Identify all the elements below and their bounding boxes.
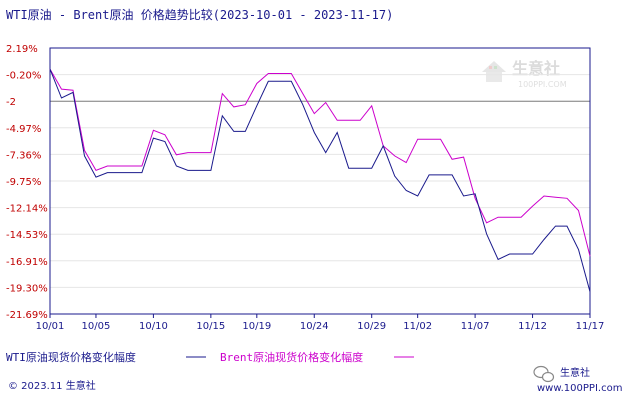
x-tick-label: 10/19 bbox=[242, 321, 271, 332]
x-tick-label: 11/12 bbox=[518, 321, 547, 332]
watermark: 生意社 100PPI.COM bbox=[482, 59, 567, 89]
y-tick-label: -19.30% bbox=[6, 283, 48, 294]
y-tick-label: -21.69% bbox=[6, 310, 48, 321]
y-tick-label: -0.20% bbox=[6, 71, 41, 82]
legend: WTI原油现货价格变化幅度 Brent原油现货价格变化幅度 bbox=[6, 350, 414, 364]
plot-frame bbox=[49, 47, 591, 315]
series-line-wti bbox=[49, 68, 591, 292]
y-tick-label: -14.53% bbox=[6, 230, 48, 241]
footer-copyright: © 2023.11 生意社 bbox=[8, 379, 96, 392]
grid bbox=[50, 47, 590, 315]
x-tick-label: 10/05 bbox=[82, 321, 111, 332]
y-tick-label: -2 bbox=[6, 97, 16, 108]
footer: © 2023.11 生意社 生意社 www.100PPI.com bbox=[8, 365, 622, 394]
legend-label-wti: WTI原油现货价格变化幅度 bbox=[6, 350, 136, 364]
series-line-brent bbox=[49, 68, 591, 257]
chart-title: WTI原油 - Brent原油 价格趋势比较(2023-10-01 - 2023… bbox=[6, 7, 393, 22]
x-tick-label: 11/17 bbox=[576, 321, 605, 332]
x-tick-label: 10/24 bbox=[300, 321, 329, 332]
y-tick-label: -7.36% bbox=[6, 150, 41, 161]
watermark-url: 100PPI.COM bbox=[518, 80, 567, 89]
x-axis-ticks: 10/01 10/05 10/10 10/15 10/19 10/24 10/29 11/02… bbox=[36, 314, 605, 332]
legend-label-brent: Brent原油现货价格变化幅度 bbox=[220, 350, 363, 364]
x-tick-label: 10/10 bbox=[139, 321, 168, 332]
y-tick-label: -4.97% bbox=[6, 124, 41, 135]
x-tick-label: 10/01 bbox=[36, 321, 65, 332]
x-tick-label: 10/29 bbox=[357, 321, 386, 332]
y-axis-ticks: 2.19% -0.20% -2 -4.97% -7.36% -9.75% -12.14% -1… bbox=[6, 44, 48, 321]
footer-brand: 生意社 bbox=[560, 366, 590, 379]
series-layer bbox=[49, 68, 591, 292]
y-tick-label: 2.19% bbox=[6, 44, 38, 55]
x-tick-label: 11/02 bbox=[403, 321, 432, 332]
watermark-logo-icon bbox=[482, 61, 506, 82]
watermark-brand: 生意社 bbox=[512, 59, 560, 78]
x-tick-label: 10/15 bbox=[196, 321, 225, 332]
x-tick-label: 11/07 bbox=[461, 321, 490, 332]
y-tick-label: -9.75% bbox=[6, 177, 41, 188]
footer-site: www.100PPI.com bbox=[537, 383, 622, 394]
y-tick-label: -12.14% bbox=[6, 204, 48, 215]
y-tick-label: -16.91% bbox=[6, 257, 48, 268]
wechat-icon bbox=[533, 365, 555, 383]
